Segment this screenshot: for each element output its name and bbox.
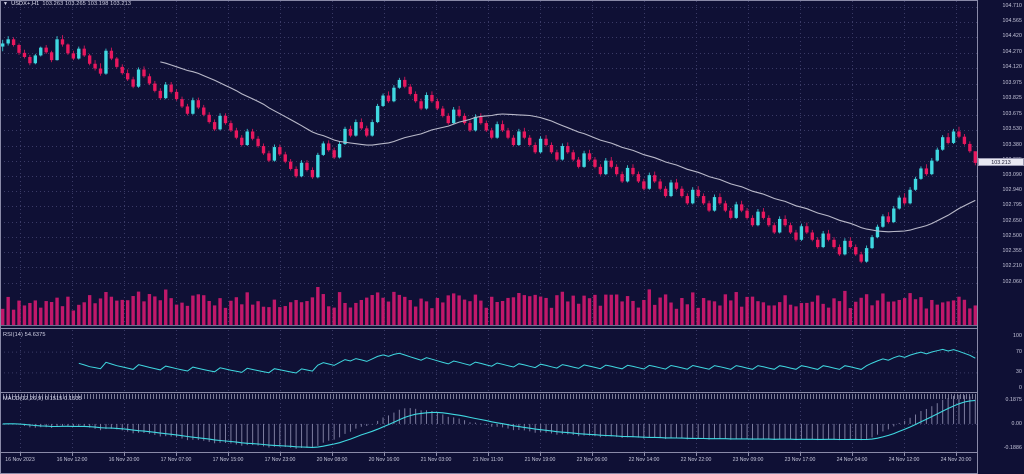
panel-divider-rsi: [0, 328, 1024, 329]
price-scale-tick: 104.420: [1002, 33, 1022, 40]
time-tick-mark: [540, 453, 541, 456]
current-price-tag: 103.213: [978, 157, 1024, 166]
time-axis-label: 17 Nov 07:00: [160, 457, 192, 463]
time-tick-mark: [20, 453, 21, 456]
time-tick-mark: [956, 453, 957, 456]
rsi-indicator-label: RSI(14) 54.6375: [3, 332, 46, 338]
time-tick-mark: [436, 453, 437, 456]
time-tick-mark: [696, 453, 697, 456]
price-scale-tick: 102.650: [1002, 217, 1022, 224]
price-scale-tick: 102.940: [1002, 187, 1022, 194]
rsi-scale-tick: 0: [1019, 385, 1022, 391]
time-tick-mark: [488, 453, 489, 456]
time-axis-label: 23 Nov 17:00: [784, 457, 816, 463]
time-axis-label: 16 Nov 12:00: [56, 457, 88, 463]
ohlc-values: 103.263 103.265 103.198 103.213: [42, 1, 132, 7]
time-tick-mark: [332, 453, 333, 456]
price-scale-tick: 102.355: [1002, 248, 1022, 255]
time-axis-label: 20 Nov 16:00: [368, 457, 400, 463]
time-axis-label: 23 Nov 09:00: [732, 457, 764, 463]
time-axis-label: 22 Nov 14:00: [628, 457, 660, 463]
time-tick-mark: [592, 453, 593, 456]
price-scale-tick: 103.530: [1002, 125, 1022, 132]
time-tick-mark: [904, 453, 905, 456]
price-scale-axis[interactable]: 104.710 104.565 104.420 104.270 104.120 103.9…: [977, 0, 1024, 474]
time-axis-label: 20 Nov 08:00: [316, 457, 348, 463]
price-scale-tick: 102.500: [1002, 233, 1022, 240]
time-axis-label: 24 Nov 12:00: [888, 457, 920, 463]
time-tick-mark: [228, 453, 229, 456]
price-scale-tick: 104.710: [1002, 3, 1022, 9]
price-scale-tick: 103.675: [1002, 110, 1022, 117]
time-axis-label: 21 Nov 19:00: [524, 457, 556, 463]
chart-header: ▼ USDX+,H1 103.263 103.265 103.198 103.2…: [3, 1, 131, 7]
time-axis[interactable]: 16 Nov 2023 16 Nov 12:00 16 Nov 20:00 17 No…: [0, 453, 1024, 473]
time-axis-label: 24 Nov 20:00: [940, 457, 972, 463]
time-axis-label: 21 Nov 03:00: [420, 457, 452, 463]
time-tick-mark: [124, 453, 125, 456]
time-axis-label: 16 Nov 20:00: [108, 457, 140, 463]
price-scale-tick: 103.825: [1002, 95, 1022, 102]
time-axis-label: 16 Nov 2023: [5, 457, 35, 463]
macd-scale-tick: 0.00: [1011, 420, 1022, 427]
rsi-scale-tick: 30: [1016, 369, 1022, 376]
price-chart-panel[interactable]: [0, 1, 1024, 327]
time-tick-mark: [280, 453, 281, 456]
caret-down-icon[interactable]: ▼: [3, 0, 9, 7]
time-tick-mark: [384, 453, 385, 456]
time-tick-mark: [176, 453, 177, 456]
time-tick-mark: [852, 453, 853, 456]
panel-divider-macd: [0, 392, 1024, 393]
panel-divider-time: [0, 452, 1024, 453]
time-tick-mark: [72, 453, 73, 456]
price-scale-tick: 102.795: [1002, 202, 1022, 209]
rsi-scale-tick: 100: [1013, 333, 1022, 339]
price-scale-tick: 103.090: [1002, 171, 1022, 178]
price-chart-canvas: [0, 1, 978, 327]
time-tick-mark: [800, 453, 801, 456]
price-scale-tick: 104.565: [1002, 18, 1022, 25]
time-axis-label: 22 Nov 06:00: [576, 457, 608, 463]
price-scale-tick: 104.120: [1002, 64, 1022, 71]
macd-top-hatch: [0, 394, 978, 399]
time-axis-label: 17 Nov 15:00: [212, 457, 244, 463]
time-tick-mark: [644, 453, 645, 456]
rsi-panel[interactable]: [0, 330, 1024, 392]
price-scale-tick: 104.270: [1002, 48, 1022, 55]
time-axis-label: 22 Nov 22:00: [680, 457, 712, 463]
macd-panel[interactable]: [0, 394, 1024, 452]
time-axis-label: 24 Nov 04:00: [836, 457, 868, 463]
macd-scale-tick: -0.1886: [1003, 445, 1022, 451]
time-tick-mark: [748, 453, 749, 456]
symbol-label: USDX+,H1: [11, 1, 40, 7]
price-scale-tick: 102.060: [1002, 279, 1022, 285]
price-scale-tick: 103.380: [1002, 141, 1022, 148]
macd-canvas: [0, 394, 978, 452]
rsi-canvas: [0, 330, 978, 392]
time-axis-label: 17 Nov 23:00: [264, 457, 296, 463]
rsi-scale-tick: 70: [1016, 348, 1022, 355]
macd-scale-tick: 0.1875: [1005, 397, 1022, 403]
macd-indicator-label: MACD(12,26,9) 0.1515 0.1535: [3, 396, 82, 402]
price-scale-tick: 103.975: [1002, 79, 1022, 86]
price-scale-tick: 102.210: [1002, 263, 1022, 270]
time-axis-label: 21 Nov 11:00: [472, 457, 504, 463]
